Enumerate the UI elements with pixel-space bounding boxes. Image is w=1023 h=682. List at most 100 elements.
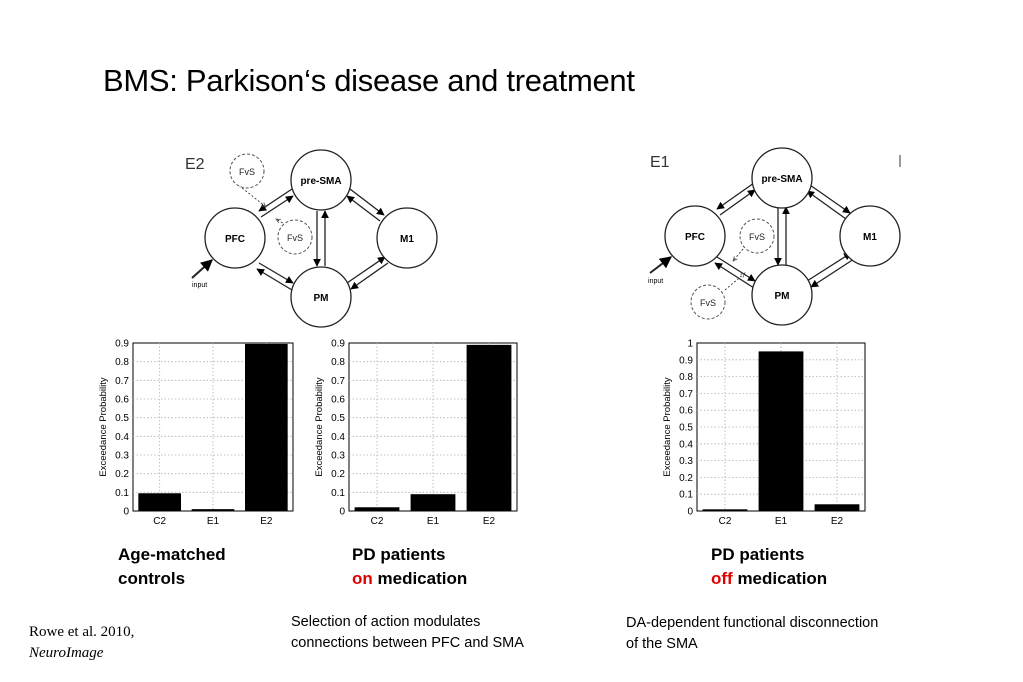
caption-highlight: on <box>352 569 373 588</box>
y-tick-label: 0.8 <box>331 357 345 368</box>
y-tick-label: 0.6 <box>331 395 345 406</box>
bar-e2 <box>245 343 288 511</box>
y-tick-label: 0.1 <box>115 488 129 499</box>
y-tick-label: 0.9 <box>331 339 345 350</box>
caption-pd-off: PD patients off medication <box>711 543 827 591</box>
y-tick-label: 0 <box>123 507 129 518</box>
y-axis-label: Exceedance Probability <box>98 377 109 477</box>
y-tick-label: 0.4 <box>115 432 129 443</box>
y-tick-label: 1 <box>687 339 693 350</box>
pre-sma-node <box>290 149 352 211</box>
y-tick-label: 0.8 <box>115 357 129 368</box>
y-tick-label: 0 <box>687 507 693 518</box>
bar-e2 <box>466 344 512 511</box>
bar-c2 <box>702 509 748 511</box>
y-tick-label: 0 <box>339 507 345 518</box>
caption-age-matched: Age-matched controls <box>118 543 226 591</box>
note-da-dependent: DA-dependent functional disconnection of… <box>626 613 878 655</box>
bar-e1 <box>758 351 804 511</box>
note-line: Selection of action modulates <box>291 614 481 630</box>
pm-label: PM <box>314 293 329 304</box>
reference-journal: NeuroImage <box>29 645 104 661</box>
network-diagram-e1: E1 PFC pre-SMA M1 PM FvS FvS input <box>648 147 901 326</box>
y-tick-label: 0.7 <box>115 376 129 387</box>
pfc-node <box>204 207 266 269</box>
y-tick-label: 0.5 <box>679 423 693 434</box>
y-tick-label: 0.6 <box>679 406 693 417</box>
pre-sma-node <box>751 147 813 209</box>
input-label: input <box>192 282 207 289</box>
note-line: connections between PFC and SMA <box>291 635 524 651</box>
caption-line: PD patients <box>352 545 446 564</box>
caption-line: medication <box>732 569 828 588</box>
y-tick-label: 0.6 <box>115 395 129 406</box>
y-tick-label: 0.9 <box>115 339 129 350</box>
x-tick-label: E1 <box>427 516 440 527</box>
pfc-label: PFC <box>685 232 705 243</box>
y-tick-label: 0.4 <box>331 432 345 443</box>
fvs-label: FvS <box>287 233 303 243</box>
bar-chart-age-matched: 0 0.1 0.2 0.3 0.4 0.5 0.6 0.7 0.8 0.9 C2 E1 E2 Exceed… <box>98 339 294 527</box>
y-tick-label: 0.2 <box>679 473 693 484</box>
y-tick-label: 0.2 <box>331 469 345 480</box>
slide-title: BMS: Parkison‘s disease and treatment <box>103 63 635 98</box>
bar-e2 <box>814 504 860 511</box>
y-tick-label: 0.1 <box>331 488 345 499</box>
caption-pd-on: PD patients on medication <box>352 543 467 591</box>
pfc-label: PFC <box>225 234 245 245</box>
reference-citation: Rowe et al. 2010, NeuroImage <box>29 622 134 664</box>
bar-e1 <box>410 494 456 511</box>
m1-label: M1 <box>863 232 877 243</box>
bar-c2 <box>138 493 181 511</box>
input-label: input <box>648 278 663 285</box>
y-tick-label: 0.7 <box>679 389 693 400</box>
pre-sma-label: pre-SMA <box>761 174 802 185</box>
bar-e1 <box>191 509 235 511</box>
network-diagram-e2: E2 PFC pre-SMA M1 PM FvS FvS input <box>185 149 438 328</box>
bar-chart-pd-off: 0 0.1 0.2 0.3 0.4 0.5 0.6 0.7 0.8 0.9 1 C2 E1 E2 Excee… <box>662 339 866 527</box>
x-tick-label: C2 <box>153 516 166 527</box>
pm-node <box>290 266 352 328</box>
caption-line: PD patients <box>711 545 805 564</box>
m1-node <box>376 207 438 269</box>
x-tick-label: E1 <box>775 516 788 527</box>
fvs-label: FvS <box>700 298 716 308</box>
caption-highlight: off <box>711 569 733 588</box>
pm-node <box>751 264 813 326</box>
y-tick-label: 0.8 <box>679 372 693 383</box>
y-tick-label: 0.1 <box>679 490 693 501</box>
pfc-node <box>664 205 726 267</box>
x-tick-label: E2 <box>483 516 496 527</box>
x-tick-label: E2 <box>831 516 844 527</box>
y-tick-label: 0.3 <box>115 451 129 462</box>
y-tick-label: 0.5 <box>331 413 345 424</box>
caption-line: Age-matched <box>118 545 226 564</box>
x-tick-label: E1 <box>207 516 220 527</box>
x-tick-label: E2 <box>260 516 273 527</box>
y-tick-label: 0.3 <box>679 456 693 467</box>
y-tick-label: 0.4 <box>679 439 693 450</box>
network-label: E1 <box>650 154 670 171</box>
y-tick-label: 0.9 <box>679 355 693 366</box>
m1-label: M1 <box>400 234 414 245</box>
y-axis-label: Exceedance Probability <box>662 377 673 477</box>
x-tick-label: C2 <box>719 516 732 527</box>
bar-chart-pd-on: 0 0.1 0.2 0.3 0.4 0.5 0.6 0.7 0.8 0.9 C2 E1 E2 Exceed… <box>314 339 518 527</box>
caption-line: medication <box>372 569 468 588</box>
caption-line: controls <box>118 569 186 588</box>
y-tick-label: 0.5 <box>115 413 129 424</box>
note-line: DA-dependent functional disconnection <box>626 615 879 631</box>
y-axis-label: Exceedance Probability <box>314 377 325 477</box>
fvs-label: FvS <box>749 232 765 242</box>
note-selection-of-action: Selection of action modulates connection… <box>291 612 524 654</box>
y-tick-label: 0.7 <box>331 376 345 387</box>
y-tick-label: 0.2 <box>115 469 129 480</box>
m1-node <box>839 205 901 267</box>
network-label: E2 <box>185 156 205 173</box>
y-tick-label: 0.3 <box>331 451 345 462</box>
pm-label: PM <box>775 291 790 302</box>
note-line: of the SMA <box>626 636 698 652</box>
fvs-label: FvS <box>239 167 255 177</box>
bar-c2 <box>354 507 400 511</box>
x-tick-label: C2 <box>371 516 384 527</box>
